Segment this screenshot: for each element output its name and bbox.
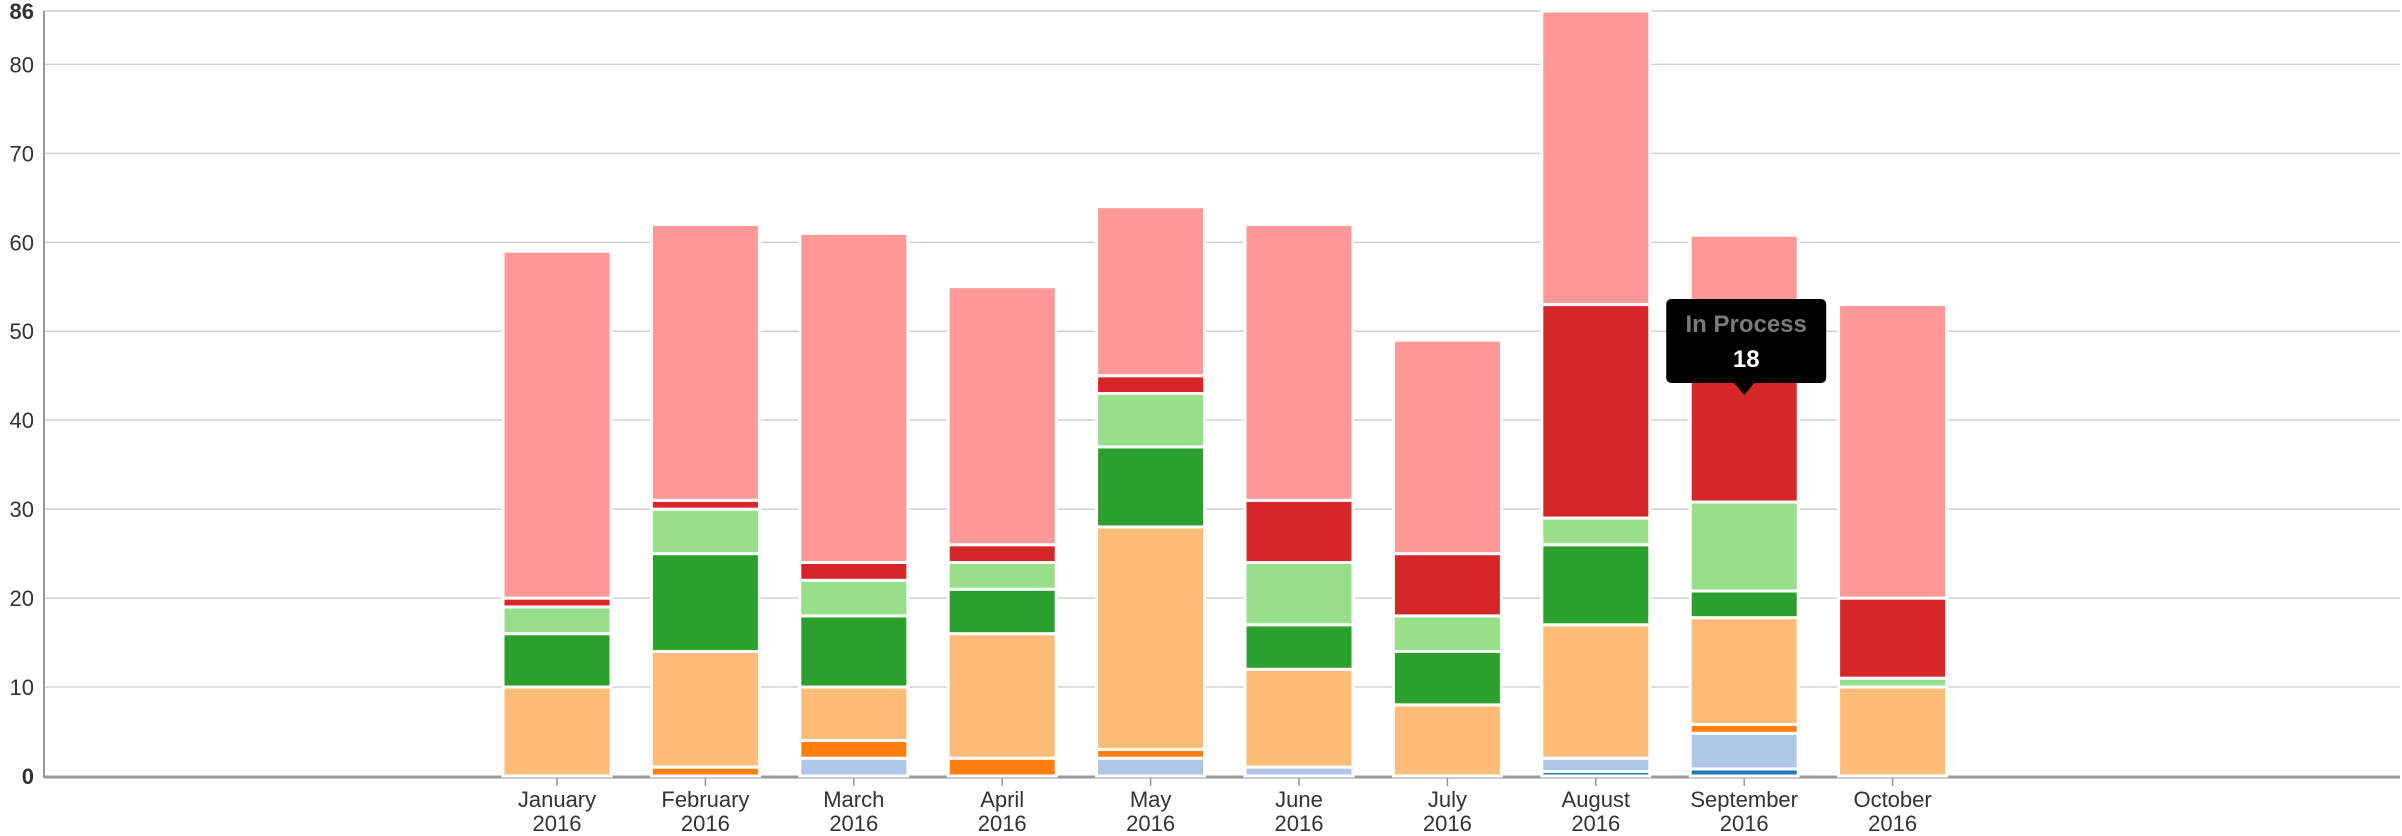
x-tick-label-year: 2016	[1126, 811, 1175, 836]
bar-segment[interactable]	[501, 605, 613, 636]
bar-segment[interactable]	[946, 285, 1058, 547]
y-tick-label: 10	[10, 675, 34, 700]
x-tick-label-year: 2016	[681, 811, 730, 836]
grid-lines	[44, 10, 2400, 688]
bar-segment[interactable]	[1837, 596, 1949, 680]
bar-segment[interactable]	[798, 578, 910, 618]
x-tick-label-year: 2016	[829, 811, 878, 836]
y-tick-label: 20	[10, 586, 34, 611]
bar-segment[interactable]	[946, 561, 1058, 591]
bar-segment[interactable]	[1243, 498, 1355, 565]
bar-segment[interactable]	[1837, 685, 1949, 778]
y-axis-ticks: 0 10 20 30 40 50 60 70 80 86	[10, 0, 34, 789]
bar-segment[interactable]	[798, 561, 910, 582]
x-tick-label-month: August	[1562, 787, 1631, 812]
tooltip-pointer	[1734, 383, 1755, 395]
x-tick-label-month: February	[661, 787, 749, 812]
bars	[501, 9, 1949, 778]
x-tick-label-year: 2016	[1423, 811, 1472, 836]
x-tick-label-year: 2016	[1275, 811, 1324, 836]
x-axis-labels: January2016February2016March2016April201…	[518, 778, 1932, 836]
y-tick-label: 70	[10, 141, 34, 166]
y-tick-label: 40	[10, 408, 34, 433]
bar-segment[interactable]	[501, 249, 613, 600]
bar-segment[interactable]	[1688, 500, 1800, 593]
bar-segment[interactable]	[1243, 222, 1355, 502]
x-tick-label-year: 2016	[1571, 811, 1620, 836]
tooltip-title: In Process	[1685, 311, 1806, 338]
bar-segment[interactable]	[798, 231, 910, 565]
bar-segment[interactable]	[1095, 445, 1207, 529]
y-tick-label: 86	[10, 0, 34, 24]
bar-segment[interactable]	[798, 685, 910, 742]
bar-segment[interactable]	[1540, 303, 1652, 520]
bar-segment[interactable]	[1095, 756, 1207, 778]
bar-segment[interactable]	[946, 587, 1058, 636]
tooltip: In Process 18	[1666, 299, 1827, 395]
bar-segment[interactable]	[1095, 205, 1207, 378]
bar-segment[interactable]	[649, 552, 761, 653]
bar-segment[interactable]	[1391, 552, 1503, 618]
bar-segment[interactable]	[798, 756, 910, 778]
bar-segment[interactable]	[1540, 9, 1652, 307]
x-tick-label-month: June	[1275, 787, 1323, 812]
x-tick-label-year: 2016	[1868, 811, 1917, 836]
bar-segment[interactable]	[1391, 338, 1503, 556]
bar-segment[interactable]	[1688, 589, 1800, 620]
bar-segment[interactable]	[1243, 667, 1355, 769]
bar-segment[interactable]	[1095, 374, 1207, 395]
y-tick-label: 30	[10, 497, 34, 522]
x-tick-label-year: 2016	[1720, 811, 1769, 836]
y-tick-label: 80	[10, 52, 34, 77]
bar-segment[interactable]	[798, 614, 910, 689]
bar-segment[interactable]	[1540, 543, 1652, 627]
bar-segment[interactable]	[649, 222, 761, 502]
tooltip-box	[1666, 299, 1827, 383]
x-tick-label-month: January	[518, 787, 596, 812]
x-tick-label-month: October	[1853, 787, 1931, 812]
y-tick-label: 60	[10, 230, 34, 255]
x-tick-label-month: April	[980, 787, 1024, 812]
bar-segment[interactable]	[1095, 392, 1207, 449]
bar-segment[interactable]	[1540, 516, 1652, 547]
bar-segment[interactable]	[1837, 303, 1949, 600]
x-tick-label-month: March	[823, 787, 884, 812]
x-tick-label-month: July	[1428, 787, 1467, 812]
bar-segment[interactable]	[1391, 703, 1503, 778]
y-tick-label: 0	[22, 764, 34, 789]
bar-segment[interactable]	[649, 507, 761, 556]
bar-segment[interactable]	[1688, 731, 1800, 771]
x-tick-label-month: May	[1130, 787, 1172, 812]
bar-segment[interactable]	[501, 632, 613, 689]
bar-segment[interactable]	[501, 685, 613, 778]
x-tick-label-month: September	[1690, 787, 1798, 812]
bar-segment[interactable]	[946, 543, 1058, 565]
bar-segment[interactable]	[1243, 623, 1355, 671]
tooltip-value: 18	[1733, 346, 1760, 373]
bar-segment[interactable]	[946, 756, 1058, 778]
x-tick-label-year: 2016	[978, 811, 1027, 836]
bar-segment[interactable]	[1540, 623, 1652, 760]
x-tick-label-year: 2016	[533, 811, 582, 836]
bar-segment[interactable]	[1391, 614, 1503, 653]
bar-segment[interactable]	[798, 738, 910, 760]
bar-segment[interactable]	[1688, 616, 1800, 726]
bar-segment[interactable]	[649, 649, 761, 769]
bar-segment[interactable]	[1095, 525, 1207, 751]
bar-segment[interactable]	[1540, 756, 1652, 774]
bar-segment[interactable]	[1243, 561, 1355, 627]
bar-segment[interactable]	[946, 632, 1058, 760]
bar-segment[interactable]	[1391, 649, 1503, 707]
y-tick-label: 50	[10, 319, 34, 344]
